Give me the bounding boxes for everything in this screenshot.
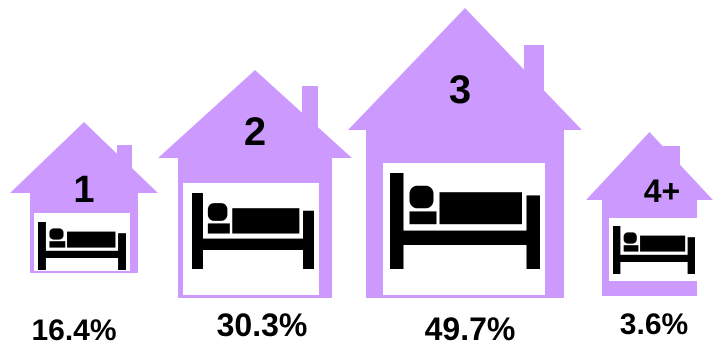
bedroom-count-label: 4+ xyxy=(644,173,680,209)
chimney xyxy=(524,45,544,96)
house-bar: 1 16.4% xyxy=(10,122,158,347)
bed-icon xyxy=(192,193,314,269)
house-bar: 4+ 3.6% xyxy=(586,132,713,341)
house-window xyxy=(383,163,545,295)
bed-icon xyxy=(390,173,540,269)
bedroom-count-label: 3 xyxy=(449,68,471,112)
house-bar: 3 49.7% xyxy=(348,8,582,347)
house-bar: 2 30.3% xyxy=(158,70,352,343)
houses-group: 1 16.4% 2 30.3% 3 49.7% 4+ 3.6% xyxy=(10,8,713,347)
percentage-label: 49.7% xyxy=(425,311,516,347)
chimney xyxy=(302,86,318,130)
percentage-label: 16.4% xyxy=(31,314,116,347)
bed-icon xyxy=(613,226,695,274)
chimney xyxy=(662,146,680,179)
percentage-label: 3.6% xyxy=(620,308,688,341)
bedroom-count-label: 1 xyxy=(73,169,94,211)
bedroom-count-label: 2 xyxy=(244,110,266,154)
percentage-label: 30.3% xyxy=(217,307,308,343)
chimney xyxy=(117,145,132,174)
bed-icon xyxy=(38,222,126,270)
